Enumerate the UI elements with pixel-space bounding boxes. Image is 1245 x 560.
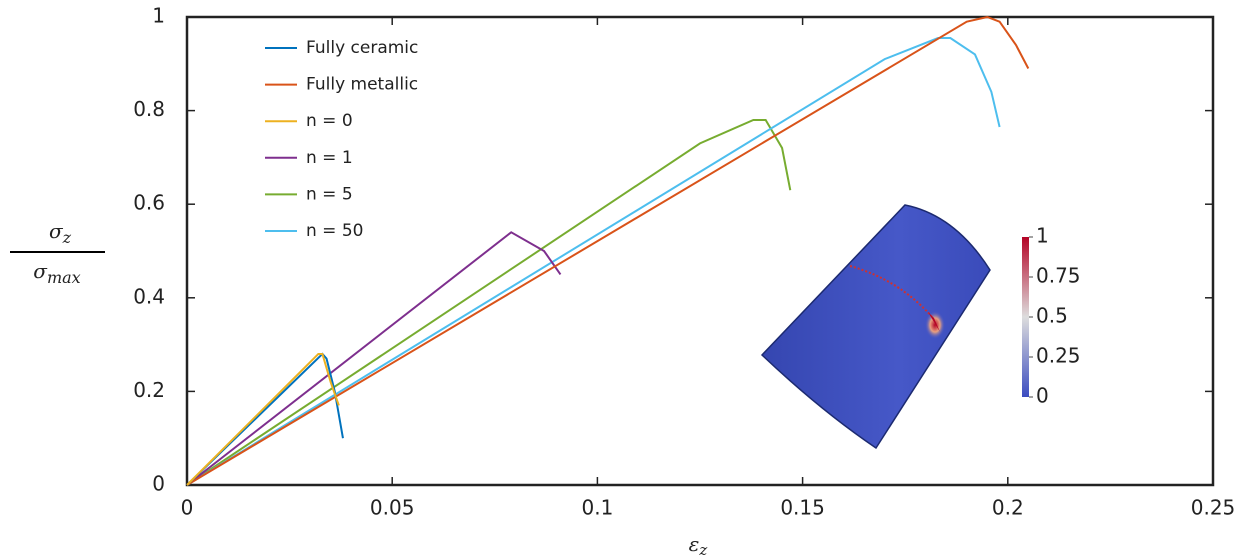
x-tick-label: 0.2 (992, 496, 1024, 520)
y-tick-label: 0.6 (133, 191, 165, 215)
x-tick-label: 0 (181, 496, 194, 520)
legend-label: n = 0 (306, 111, 353, 131)
series-line (186, 15, 1030, 486)
x-tick-label: 0.05 (370, 496, 415, 520)
legend-label: n = 1 (306, 148, 353, 168)
legend-label: Fully metallic (306, 75, 418, 95)
colorbar-label: 0.25 (1036, 344, 1081, 368)
inset (760, 204, 1029, 450)
legend-label: n = 5 (306, 184, 353, 204)
x-tick-label: 0.15 (780, 496, 825, 520)
y-tick-label: 0.2 (133, 378, 165, 402)
legend-label: n = 50 (306, 221, 363, 241)
y-tick-label: 0.8 (133, 97, 165, 121)
y-label-top: σz (49, 219, 72, 247)
legend-label: Fully ceramic (306, 38, 418, 58)
colorbar-label: 0 (1036, 384, 1049, 408)
series-line (186, 118, 792, 486)
x-tick-label: 0.25 (1191, 496, 1236, 520)
series-line (186, 352, 340, 486)
x-tick-label: 0.1 (581, 496, 613, 520)
y-tick-label: 0 (152, 472, 165, 496)
y-tick-label: 0.4 (133, 284, 165, 308)
series-line (186, 37, 1001, 486)
axes-frame (185, 15, 1215, 487)
colorbar-label: 0.5 (1036, 304, 1068, 328)
colorbar-label: 1 (1036, 224, 1049, 248)
y-tick-label: 1 (152, 4, 165, 28)
y-label-bottom: σmax (33, 259, 80, 287)
colorbar-label: 0.75 (1036, 264, 1081, 288)
series-line (186, 231, 562, 486)
series-line (186, 352, 344, 486)
x-label: εz (689, 532, 708, 560)
